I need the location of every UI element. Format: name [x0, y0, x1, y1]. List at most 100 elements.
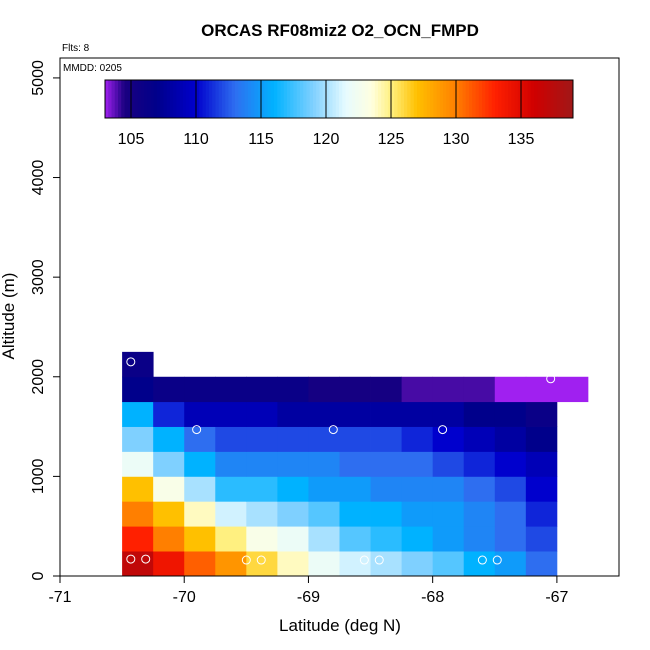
colorbar-segment: [547, 80, 551, 118]
heatmap-cell: [308, 401, 340, 427]
colorbar-segment: [348, 80, 353, 118]
heatmap-cell: [184, 476, 216, 502]
heatmap-cell: [339, 501, 371, 527]
heatmap-cell: [277, 551, 309, 577]
heatmap-cell: [370, 401, 403, 427]
heatmap-cell: [525, 501, 558, 527]
colorbar-segment: [287, 80, 291, 118]
colorbar-segment: [524, 80, 528, 118]
colorbar-segment: [426, 80, 431, 118]
colorbar-segment: [105, 80, 109, 118]
colorbar-segment: [433, 80, 437, 118]
flight-marker: [241, 555, 251, 565]
heatmap-cell: [494, 376, 527, 403]
y-axis: 0 1000 2000 3000 4000 5000: [30, 60, 60, 580]
colorbar-segment: [459, 80, 463, 118]
flight-marker: [141, 554, 151, 564]
heatmap-cell: [494, 426, 527, 452]
colorbar-segment: [384, 80, 389, 118]
heatmap-cell: [432, 426, 465, 452]
flight-marker: [359, 555, 369, 565]
colorbar-segment: [443, 80, 447, 118]
colorbar: 105 110 115 120 125 130 135: [104, 79, 574, 148]
flight-marker: [438, 425, 448, 435]
heatmap-cell: [122, 426, 154, 452]
colorbar-segment: [267, 80, 272, 118]
colorbar-segment: [306, 80, 311, 118]
colorbar-segment: [563, 80, 567, 118]
colorbar-segment: [118, 80, 122, 118]
colorbar-segment: [235, 80, 239, 118]
colorbar-segment: [144, 80, 148, 118]
colorbar-segment: [313, 80, 317, 118]
heatmap-cell: [246, 426, 278, 452]
colorbar-segment: [163, 80, 168, 118]
colorbar-segment: [407, 80, 411, 118]
heatmap-cell: [401, 451, 434, 477]
x-tick-label: -70: [173, 589, 196, 606]
colorbar-segment: [251, 80, 255, 118]
heatmap-cell: [184, 551, 216, 577]
colorbar-segment: [283, 80, 288, 118]
colorbar-segment: [316, 80, 320, 118]
colorbar-segment: [566, 80, 571, 118]
heatmap-cell: [494, 476, 527, 502]
heatmap-cell: [153, 451, 185, 477]
colorbar-segment: [355, 80, 359, 118]
colorbar-segment: [365, 80, 369, 118]
heatmap-cell: [432, 476, 465, 502]
colorbar-segment: [280, 80, 285, 118]
heatmap-cell: [432, 526, 465, 552]
colorbar-segment: [209, 80, 213, 118]
heatmap-cell: [463, 501, 496, 527]
colorbar-segment: [504, 80, 509, 118]
colorbar-segment: [368, 80, 372, 118]
heatmap-cell: [494, 501, 527, 527]
colorbar-segment: [189, 80, 194, 118]
colorbar-segment: [186, 80, 190, 118]
colorbar-segment: [560, 80, 564, 118]
heatmap-cell: [215, 476, 247, 502]
x-axis: -71 -70 -69 -68 -67: [48, 576, 569, 606]
colorbar-segment: [485, 80, 489, 118]
colorbar-segment: [462, 80, 467, 118]
heatmap-cell: [153, 401, 185, 427]
colorbar-segment: [345, 80, 350, 118]
heatmap-cell: [339, 376, 371, 403]
colorbar-segment: [254, 80, 259, 118]
colorbar-segment: [514, 80, 519, 118]
heatmap-cell: [277, 376, 309, 403]
colorbar-segment: [543, 80, 548, 118]
colorbar-segment: [212, 80, 216, 118]
colorbar-segment: [257, 80, 262, 118]
colorbar-tick-label: 130: [443, 131, 470, 148]
y-tick-label: 0: [30, 571, 47, 580]
heatmap-cell: [246, 476, 278, 502]
heatmap-cell: [463, 376, 496, 403]
heatmap-cell: [215, 401, 247, 427]
heatmap-cell: [246, 526, 278, 552]
colorbar-segment: [124, 80, 129, 118]
heatmap-cell: [339, 476, 371, 502]
heatmap-cell: [153, 526, 185, 552]
heatmap-cells: [122, 351, 589, 577]
flight-markers: [126, 357, 556, 565]
colorbar-segment: [417, 80, 421, 118]
heatmap-cell: [401, 376, 434, 403]
colorbar-segment: [371, 80, 376, 118]
colorbar-segment: [127, 80, 132, 118]
heatmap-cell: [463, 451, 496, 477]
heatmap-cell: [308, 426, 340, 452]
heatmap-cell: [277, 501, 309, 527]
colorbar-segment: [140, 80, 145, 118]
colorbar-segment: [550, 80, 554, 118]
heatmap-cell: [401, 526, 434, 552]
colorbar-segment: [478, 80, 483, 118]
colorbar-tick-label: 135: [508, 131, 535, 148]
flight-marker: [546, 374, 556, 384]
colorbar-tick-label: 105: [118, 131, 145, 148]
x-tick-label: -71: [48, 589, 71, 606]
y-axis-title: Altitude (m): [0, 273, 18, 360]
colorbar-tick-label: 115: [248, 131, 274, 148]
